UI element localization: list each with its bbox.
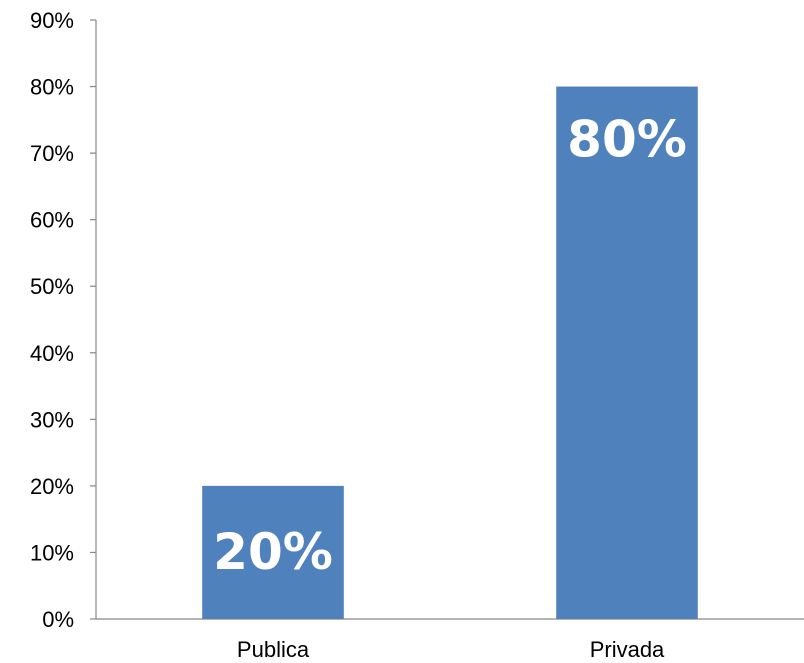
y-tick-label: 60% bbox=[30, 208, 74, 233]
y-tick-label: 0% bbox=[42, 607, 74, 632]
x-tick-label: Privada bbox=[590, 637, 665, 662]
y-tick-label: 70% bbox=[30, 141, 74, 166]
y-tick-label: 40% bbox=[30, 341, 74, 366]
y-axis: 0% 10% 20% 30% 40% 50% 60% 70% 80% 90% bbox=[30, 8, 96, 632]
y-tick-label: 90% bbox=[30, 8, 74, 33]
y-tick-label: 20% bbox=[30, 474, 74, 499]
y-tick-label: 50% bbox=[30, 274, 74, 299]
data-label-publica: 20% bbox=[213, 523, 333, 581]
y-tick-label: 80% bbox=[30, 75, 74, 100]
y-tick-label: 30% bbox=[30, 407, 74, 432]
y-tick-label: 10% bbox=[30, 540, 74, 565]
x-tick-label: Publica bbox=[237, 637, 310, 662]
category-labels: Publica Privada bbox=[237, 637, 665, 662]
data-label-privada: 80% bbox=[567, 111, 687, 169]
